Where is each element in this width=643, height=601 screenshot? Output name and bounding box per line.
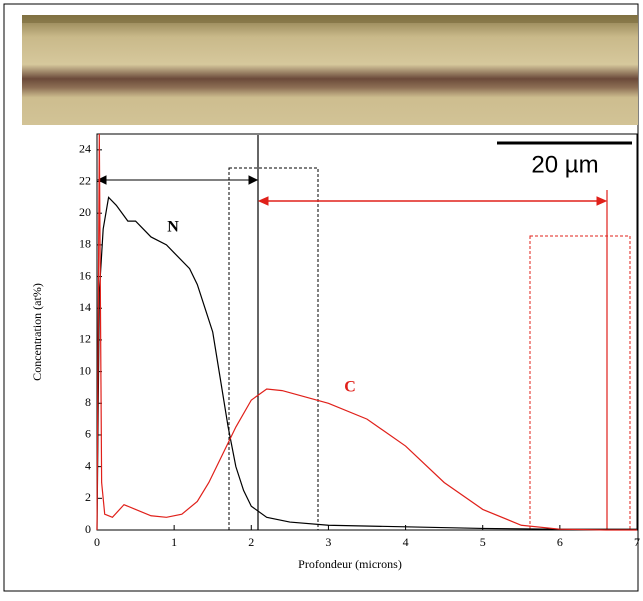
plot-frame bbox=[96, 133, 638, 531]
frame bbox=[3, 3, 639, 592]
y-tick-label: 10 bbox=[79, 363, 91, 377]
micrograph-edge bbox=[22, 15, 638, 23]
x-tick-label: 3 bbox=[325, 535, 331, 549]
arrow-n bbox=[96, 175, 259, 185]
y-tick-label: 20 bbox=[79, 205, 91, 219]
y-tick-label: 8 bbox=[85, 395, 91, 409]
x-axis-label: Profondeur (microns) bbox=[298, 557, 402, 571]
arrow-c bbox=[257, 196, 608, 206]
y-tick-label: 22 bbox=[79, 173, 91, 187]
y-tick-label: 6 bbox=[85, 427, 91, 441]
x-tick-label: 0 bbox=[94, 535, 100, 549]
series-line bbox=[96, 133, 637, 531]
series-label: N bbox=[167, 219, 179, 236]
y-tick-label: 2 bbox=[85, 490, 91, 504]
zone-box bbox=[228, 167, 319, 531]
micrograph bbox=[22, 15, 638, 125]
y-tick-label: 16 bbox=[79, 268, 91, 282]
x-tick-label: 4 bbox=[403, 535, 409, 549]
scale-bar-label: 20 µm bbox=[531, 151, 598, 178]
y-tick-label: 12 bbox=[79, 332, 91, 346]
y-tick-label: 14 bbox=[79, 300, 91, 314]
x-tick-label: 6 bbox=[557, 535, 563, 549]
y-tick-label: 0 bbox=[85, 522, 91, 536]
series-line bbox=[96, 196, 637, 531]
y-tick-label: 4 bbox=[85, 458, 91, 472]
y-tick-label: 24 bbox=[79, 142, 91, 156]
y-axis-label: Concentration (at%) bbox=[30, 283, 44, 381]
series-label: C bbox=[344, 379, 356, 396]
x-tick-label: 2 bbox=[248, 535, 254, 549]
x-tick-label: 5 bbox=[480, 535, 486, 549]
x-tick-label: 7 bbox=[634, 535, 640, 549]
zone-box-red bbox=[529, 235, 631, 531]
x-tick-label: 1 bbox=[171, 535, 177, 549]
y-tick-label: 18 bbox=[79, 237, 91, 251]
